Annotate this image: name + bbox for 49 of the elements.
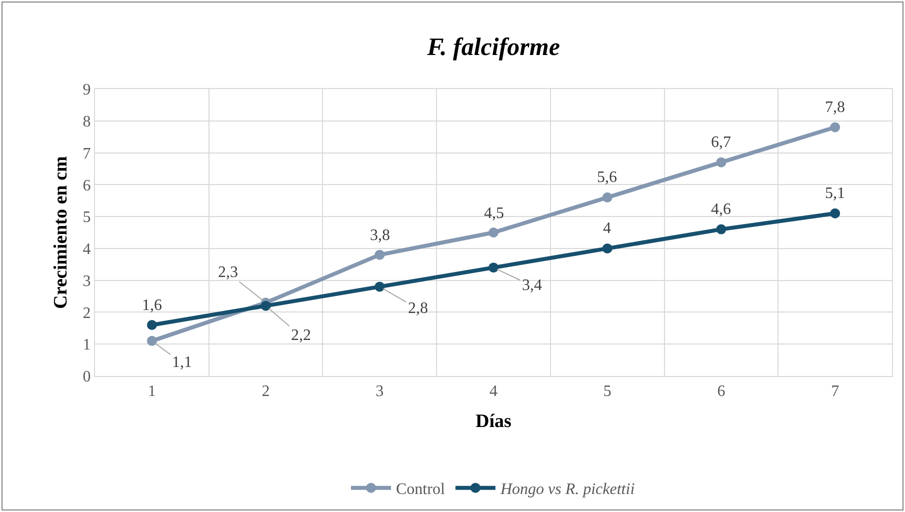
point	[488, 228, 498, 238]
x-tick-label: 4	[490, 383, 498, 400]
point	[602, 243, 612, 254]
x-tick-label: 2	[262, 383, 270, 400]
y-tick-label: 6	[82, 177, 91, 194]
y-tick-label: 7	[82, 145, 91, 162]
data-label: 5,1	[825, 185, 845, 202]
x-axis-title: Días	[476, 411, 512, 432]
y-tick-label: 1	[82, 336, 91, 354]
data-label: 1,1	[172, 354, 192, 371]
point	[488, 262, 498, 273]
data-label: 7,8	[825, 99, 845, 116]
x-tick-label: 1	[148, 383, 156, 400]
y-tick-label: 0	[82, 368, 91, 386]
data-label: 2,2	[291, 327, 311, 344]
y-tick-label: 2	[82, 304, 91, 322]
y-tick-label: 5	[82, 209, 91, 226]
point	[260, 300, 271, 311]
chart-title: F. falciforme	[426, 34, 560, 61]
y-tick-label: 8	[82, 113, 91, 130]
data-label: 4,5	[484, 205, 504, 222]
x-tick-label: 6	[717, 383, 726, 400]
data-label: 2,3	[218, 264, 238, 281]
data-label: 5,6	[597, 169, 617, 186]
x-tick-label: 5	[603, 383, 612, 400]
point	[146, 336, 157, 346]
point	[146, 320, 157, 330]
y-tick-label: 9	[82, 82, 91, 99]
data-label: 6,7	[711, 134, 731, 151]
legend-label: Hongo vs R. pickettii	[499, 481, 635, 498]
data-label: 4,6	[711, 201, 731, 218]
data-label: 1,6	[142, 297, 162, 314]
data-label: 3,8	[370, 227, 390, 244]
y-tick-label: 4	[82, 241, 91, 258]
point	[830, 122, 840, 132]
point	[374, 250, 385, 260]
point	[716, 157, 726, 168]
y-axis-title: Crecimiento en cm	[50, 156, 72, 309]
point	[602, 192, 612, 202]
point	[716, 224, 726, 234]
data-label: 4	[603, 220, 611, 237]
point	[374, 282, 385, 292]
legend-label: Control	[396, 481, 446, 498]
point	[830, 208, 840, 218]
y-tick-label: 3	[82, 272, 91, 290]
x-tick-label: 7	[831, 383, 840, 400]
x-tick-label: 3	[376, 383, 384, 400]
data-label: 3,4	[522, 277, 542, 294]
data-label: 2,8	[408, 300, 428, 317]
